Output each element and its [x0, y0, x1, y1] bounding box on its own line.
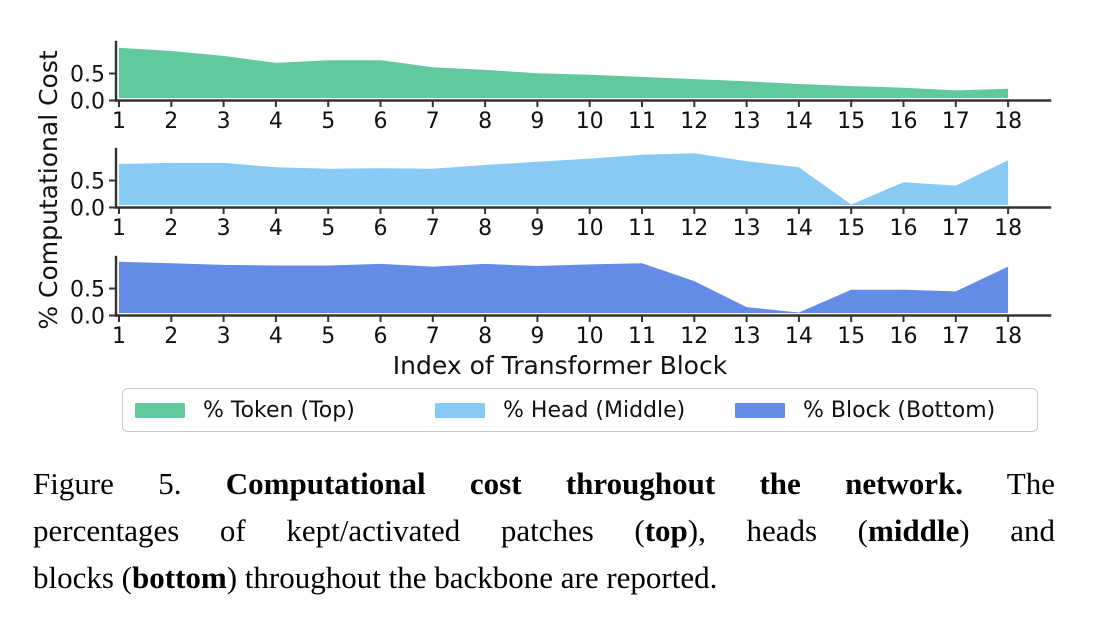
legend-item-block: % Block (Bottom)	[735, 398, 1035, 423]
area-bottom	[119, 261, 1009, 313]
x-tick-label: 5	[321, 109, 335, 134]
x-tick-label: 4	[269, 324, 283, 349]
x-tick-label: 12	[680, 324, 708, 349]
caption-text: ), heads (	[687, 513, 868, 548]
x-axis-label: Index of Transformer Block	[393, 351, 728, 380]
y-tick-label: 0.0	[70, 305, 105, 330]
x-tick-label: 6	[374, 216, 388, 241]
x-tick-label: 17	[942, 324, 970, 349]
x-tick-label: 5	[321, 216, 335, 241]
x-tick-label: 18	[994, 324, 1022, 349]
area-top	[119, 47, 1009, 98]
x-tick-label: 1	[112, 109, 126, 134]
y-tick-label: 0.5	[70, 278, 105, 303]
caption-bold-text: Computational cost throughout the networ…	[225, 466, 964, 501]
y-tick-label: 0.0	[70, 90, 105, 115]
caption-text: percentages of kept/activated patches (	[33, 513, 645, 548]
caption-text: The	[963, 466, 1055, 501]
x-tick-label: 3	[217, 216, 231, 241]
caption-bold-text: middle	[868, 513, 960, 548]
x-tick-label: 11	[628, 216, 656, 241]
x-tick-label: 4	[269, 216, 283, 241]
x-tick-label: 16	[890, 324, 918, 349]
x-tick-label: 8	[478, 109, 492, 134]
x-tick-label: 17	[942, 216, 970, 241]
x-tick-label: 9	[530, 109, 544, 134]
subplots-group: 1 2 3 4 5 6 7 8 9 10 11 12 13 14 15 16 17 180.00.51 2 3 4 5 6 7…	[70, 40, 1052, 349]
x-tick-label: 8	[478, 216, 492, 241]
x-tick-label: 2	[164, 216, 178, 241]
x-tick-label: 10	[576, 324, 604, 349]
caption-text: ) and	[959, 513, 1055, 548]
x-tick-label: 14	[785, 216, 813, 241]
caption-line-3: blocks (bottom) throughout the backbone …	[33, 554, 1055, 601]
figure-caption: Figure 5. Computational cost throughout …	[33, 460, 1055, 601]
head-color-swatch	[435, 402, 485, 418]
x-tick-label: 6	[374, 109, 388, 134]
x-tick-label: 10	[576, 216, 604, 241]
y-axis-label: % Computational Cost	[34, 50, 63, 330]
x-tick-label: 14	[785, 109, 813, 134]
x-tick-label: 15	[837, 109, 865, 134]
x-tick-label: 13	[733, 109, 761, 134]
x-tick-label: 7	[426, 109, 440, 134]
x-tick-label: 15	[837, 216, 865, 241]
token-color-swatch	[135, 402, 185, 418]
x-tick-label: 7	[426, 216, 440, 241]
area-middle	[119, 153, 1009, 205]
x-tick-label: 1	[112, 216, 126, 241]
x-tick-label: 12	[680, 109, 708, 134]
caption-line-2: percentages of kept/activated patches (t…	[33, 507, 1055, 554]
caption-text: Figure 5.	[33, 466, 226, 501]
x-tick-label: 11	[628, 109, 656, 134]
cost-area-charts: 1 2 3 4 5 6 7 8 9 10 11 12 13 14 15 16 17 180.00.51 2 3 4 5 6 7…	[34, 40, 1052, 380]
y-tick-label: 0.5	[70, 170, 105, 195]
x-tick-label: 12	[680, 216, 708, 241]
caption-text: ) throughout the backbone are reported.	[226, 560, 718, 595]
x-tick-label: 14	[785, 324, 813, 349]
x-tick-label: 10	[576, 109, 604, 134]
legend-label-block: % Block (Bottom)	[803, 397, 996, 423]
x-tick-label: 17	[942, 109, 970, 134]
caption-bold-text: top	[644, 513, 688, 548]
caption-line-1: Figure 5. Computational cost throughout …	[33, 460, 1055, 507]
x-tick-label: 4	[269, 109, 283, 134]
x-tick-label: 8	[478, 324, 492, 349]
x-tick-label: 6	[374, 324, 388, 349]
legend-item-head: % Head (Middle)	[435, 398, 735, 423]
x-tick-label: 16	[890, 216, 918, 241]
block-color-swatch	[735, 402, 785, 418]
legend-item-token: % Token (Top)	[135, 398, 435, 423]
legend-label-token: % Token (Top)	[203, 397, 355, 423]
x-tick-label: 1	[112, 324, 126, 349]
x-tick-label: 2	[164, 324, 178, 349]
x-tick-label: 3	[217, 109, 231, 134]
legend-label-head: % Head (Middle)	[503, 397, 686, 423]
x-tick-label: 9	[530, 216, 544, 241]
y-tick-label: 0.5	[70, 63, 105, 88]
x-tick-label: 11	[628, 324, 656, 349]
legend: % Token (Top) % Head (Middle) % Block (B…	[122, 388, 1038, 432]
x-tick-label: 3	[217, 324, 231, 349]
x-tick-label: 5	[321, 324, 335, 349]
x-tick-label: 13	[733, 324, 761, 349]
x-tick-label: 18	[994, 109, 1022, 134]
caption-bold-text: bottom	[132, 560, 227, 595]
y-tick-label: 0.0	[70, 197, 105, 222]
x-tick-label: 13	[733, 216, 761, 241]
caption-text: blocks (	[33, 560, 133, 595]
x-tick-label: 18	[994, 216, 1022, 241]
x-tick-label: 2	[164, 109, 178, 134]
x-tick-label: 7	[426, 324, 440, 349]
x-tick-label: 9	[530, 324, 544, 349]
x-tick-label: 16	[890, 109, 918, 134]
x-tick-label: 15	[837, 324, 865, 349]
